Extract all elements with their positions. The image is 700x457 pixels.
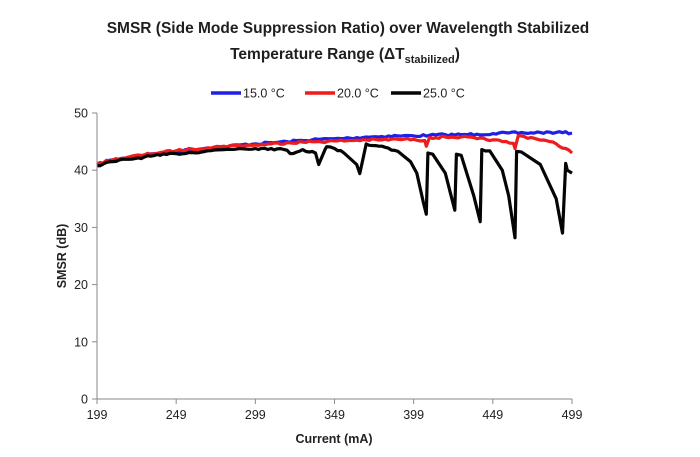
x-axis-title: Current (mA)	[295, 432, 372, 446]
y-tick-label: 10	[74, 335, 88, 349]
y-tick-label: 50	[74, 107, 88, 121]
legend-label: 25.0 °C	[423, 87, 465, 101]
chart-title-line-2-suffix: )	[455, 46, 460, 63]
plot-area	[96, 130, 574, 240]
y-axis-ticks: 0 10 20 30 40 50	[74, 107, 97, 407]
chart-title-line-1: SMSR (Side Mode Suppression Ratio) over …	[107, 20, 590, 37]
x-tick-label: 399	[403, 408, 424, 422]
legend: 15.0 °C 20.0 °C 25.0 °C	[211, 87, 465, 101]
legend-label: 15.0 °C	[243, 87, 285, 101]
x-tick-label: 199	[87, 408, 108, 422]
x-tick-label: 499	[562, 408, 583, 422]
series-line-2	[96, 134, 574, 165]
y-tick-label: 30	[74, 221, 88, 235]
y-tick-label: 0	[81, 393, 88, 407]
y-axis-title: SMSR (dB)	[55, 224, 69, 289]
x-axis-ticks: 199 249 299 349 399 449 499	[87, 399, 583, 422]
chart-title-line-2: Temperature Range (ΔTstabilized)	[230, 46, 460, 66]
series-line-3	[96, 142, 573, 240]
x-tick-label: 299	[245, 408, 266, 422]
x-tick-label: 449	[482, 408, 503, 422]
legend-label: 20.0 °C	[337, 87, 379, 101]
x-tick-label: 349	[324, 408, 345, 422]
chart-title-line-2-prefix: Temperature Range (ΔT	[230, 46, 405, 63]
chart-title-line-2-subscript: stabilized	[405, 54, 455, 66]
x-tick-label: 249	[166, 408, 187, 422]
y-tick-label: 40	[74, 164, 88, 178]
y-tick-label: 20	[74, 278, 88, 292]
